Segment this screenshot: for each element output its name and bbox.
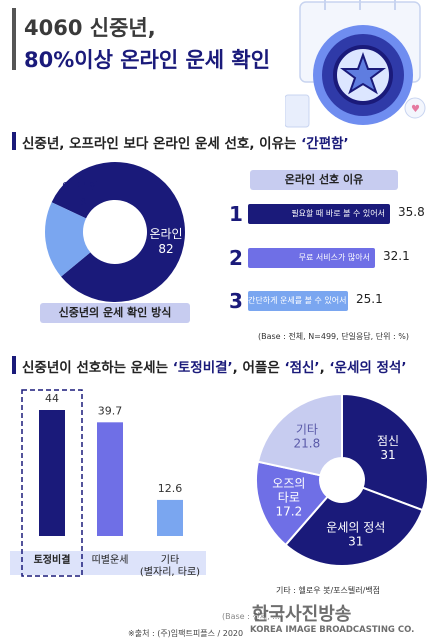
bar-value-0: 44 xyxy=(45,392,59,405)
svg-text:♥: ♥ xyxy=(411,104,420,115)
fortune-wheel-illustration: ♥ xyxy=(285,0,426,128)
donut1-slice-1 xyxy=(45,202,91,277)
page-title-line2: 80%이상 온라인 운세 확인 xyxy=(24,48,271,72)
bar-0 xyxy=(39,410,65,536)
bar-1 xyxy=(97,422,123,536)
donut2-label-1-1: 31 xyxy=(348,534,363,548)
donut2-label-3-1: 21.8 xyxy=(294,436,321,450)
donut2-label-1-0: 운세의 정석 xyxy=(326,520,385,534)
donut1-label-offline: 오프라인 xyxy=(62,181,99,193)
base-note: (Base : 전체, N=499, 단일응답, 단위 : %) xyxy=(258,332,409,341)
source-base-note: (Base : 전체, ...) xyxy=(222,612,283,621)
fortune-type-bar-chart: 44 토정비결 39.7 띠별운세 12.6 기타(별자리, 타로) xyxy=(10,389,206,578)
reason-value: 25.1 xyxy=(356,292,383,306)
bar-value-2: 12.6 xyxy=(158,482,183,495)
donut2-slice-0 xyxy=(341,392,429,512)
donut2-slice-2 xyxy=(255,460,329,547)
donut1-slice-0 xyxy=(51,162,185,302)
reasons-title: 온라인 선호 이유 xyxy=(250,170,398,190)
donut1-value-online: 82 xyxy=(158,242,173,256)
donut1-caption: 신중년의 운세 확인 방식 xyxy=(40,303,190,323)
donut2-slice-1 xyxy=(284,486,424,567)
donut2-label-0-1: 31 xyxy=(380,448,395,462)
reason-row: 1 필요할 때 바로 볼 수 있어서 35.8 xyxy=(226,201,426,227)
reason-rank: 3 xyxy=(229,289,243,313)
reason-row: 3 간단하게 운세를 볼 수 있어서 25.1 xyxy=(226,288,426,314)
donut2-label-0-0: 점신 xyxy=(377,434,399,448)
star-icon xyxy=(340,52,386,95)
bar-2 xyxy=(157,499,183,536)
donut2-label-3-0: 기타 xyxy=(296,422,318,436)
watermark-logo-en: KOREA IMAGE BROADCASTING CO. xyxy=(250,625,415,635)
reason-rank: 2 xyxy=(229,246,243,270)
reason-row: 2 무료 서비스가 많아서 32.1 xyxy=(226,245,426,271)
bar-label-2: 기타 xyxy=(161,554,179,566)
other-note: 기타 : 헬로우 봇/포스텔러/백점 xyxy=(276,586,381,595)
reason-value: 32.1 xyxy=(383,249,410,263)
donut1-label-online: 온라인 xyxy=(149,227,182,241)
reason-rank: 1 xyxy=(229,202,243,226)
title-accent-bar xyxy=(12,8,16,70)
donut2-label-2-1: 타로 xyxy=(278,491,300,505)
page-title-line1: 4060 신중년, xyxy=(24,16,156,40)
reason-bar: 무료 서비스가 많아서 xyxy=(248,248,375,268)
highlight-box xyxy=(21,389,83,577)
bar-label-0: 토정비결 xyxy=(34,553,71,566)
watermark-logo: 한국사진방송 xyxy=(252,604,352,625)
donut2-slice-3 xyxy=(256,392,343,477)
donut2-label-2-0: 오즈의 xyxy=(272,477,305,491)
reason-value: 35.8 xyxy=(398,205,425,219)
bar-sublabel-2: (별자리, 타로) xyxy=(140,566,200,578)
reason-bar: 필요할 때 바로 볼 수 있어서 xyxy=(248,204,390,224)
donut2-label-2-2: 17.2 xyxy=(275,505,302,519)
source-note: ※출처 : (주)임팩트피플스 / 2020 xyxy=(128,629,244,638)
bar-label-1: 띠별운세 xyxy=(92,554,129,566)
reason-bar: 간단하게 운세를 볼 수 있어서 xyxy=(248,291,348,311)
donut1-value-offline: 18 xyxy=(74,197,87,208)
bar-value-1: 39.7 xyxy=(98,404,123,417)
